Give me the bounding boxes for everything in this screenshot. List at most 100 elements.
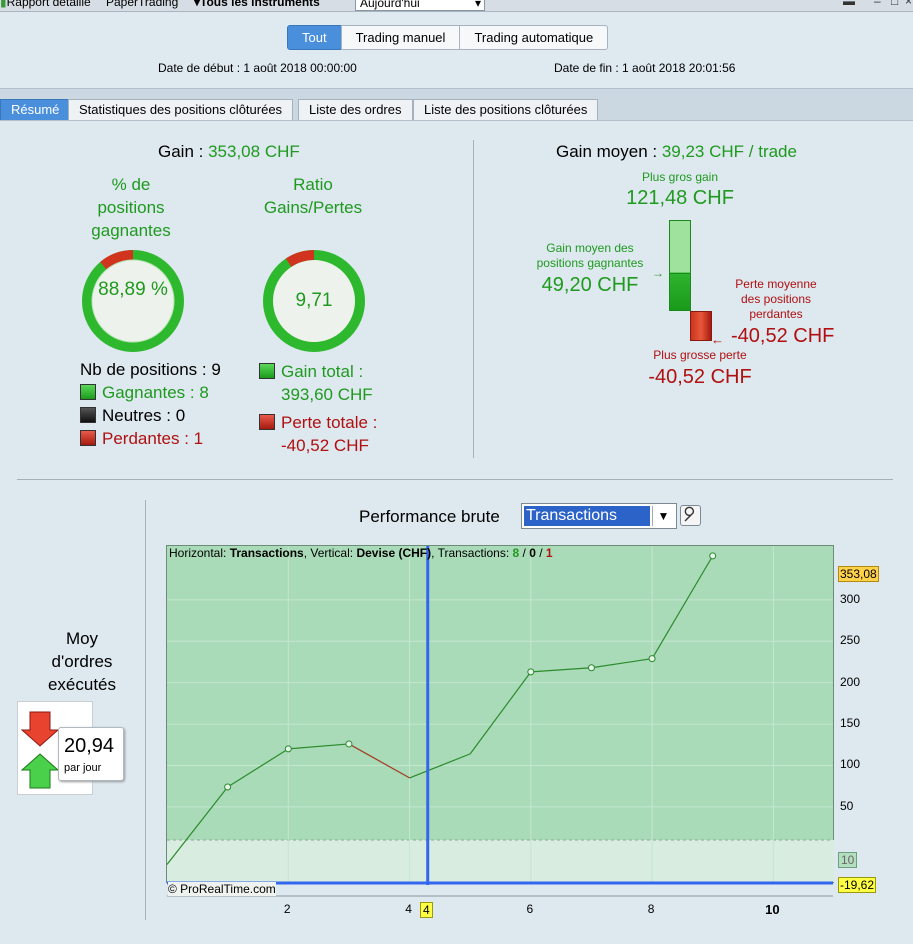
- series-segment: [288, 743, 349, 750]
- series-segment: [469, 671, 532, 755]
- orders-label: Moy d'ordres exécutés :: [47, 629, 117, 717]
- avg-loss-value: -40,52 CHF: [731, 325, 835, 347]
- report-header: Tout Trading manuel Trading automatique …: [0, 12, 913, 88]
- nb-positions: Nb de positions : 9: [80, 360, 221, 379]
- pct-value: 88,89 %: [98, 279, 168, 300]
- x-axis-band: [166, 885, 834, 897]
- win-pct-donut: [82, 250, 184, 352]
- data-point: [587, 664, 595, 672]
- y-tick-label: 100: [840, 757, 861, 772]
- total-loss: Perte totale : -40,52 CHF: [259, 411, 377, 457]
- chart-info: Horizontal: Transactions, Vertical: Devi…: [169, 546, 553, 560]
- chevron-down-icon[interactable]: ▼: [652, 506, 674, 526]
- gain-bar: [669, 220, 691, 311]
- tab-liste-positions[interactable]: Liste des positions clôturées: [413, 99, 599, 120]
- y-tick-label: 50: [840, 798, 854, 813]
- wrench-icon[interactable]: [680, 505, 701, 526]
- ratio-value: 9,71: [295, 290, 333, 311]
- neutral-row: Neutres : 0: [80, 406, 185, 426]
- arrow-left-icon: ←: [711, 332, 724, 347]
- mode-segmented-control: Tout Trading manuel Trading automatique: [287, 25, 609, 50]
- black-square-icon: [80, 407, 96, 423]
- biggest-gain-label: Plus gros gain: [641, 170, 719, 184]
- avg-win-label: Gain moyen des positions gagnantes: [536, 241, 644, 270]
- close-icon[interactable]: ×: [905, 0, 913, 8]
- losers-row: Perdantes : 1: [80, 429, 203, 449]
- performance-chart-svg[interactable]: [166, 545, 834, 897]
- tab-resume[interactable]: Résumé: [0, 99, 71, 120]
- donut-loss-segment: [100, 250, 134, 270]
- up-down-arrows-icon: [20, 711, 60, 789]
- orders-value: 20,94: [64, 735, 115, 757]
- x-tick-label: 8: [647, 902, 655, 916]
- cursor-x-label: 4: [420, 902, 433, 918]
- series-segment: [651, 555, 714, 659]
- bottom-divider: [145, 500, 146, 920]
- end-date: Date de fin : 1 août 2018 20:01:56: [554, 61, 736, 75]
- x-tick-label: 4: [405, 902, 412, 916]
- report-menu[interactable]: ▮Rapport détaillé: [0, 0, 91, 11]
- last-value-label: 353,08: [838, 566, 879, 582]
- perf-title: Performance brute: [359, 507, 500, 526]
- red-square-icon: [80, 430, 96, 446]
- biggest-gain-value: 121,48 CHF: [626, 187, 734, 209]
- gain-heading: Gain : 353,08 CHF: [158, 142, 300, 161]
- avg-loss-label: Perte moyenne des positions perdantes: [735, 277, 817, 321]
- ratio-donut: [263, 250, 365, 352]
- copyright: © ProRealTime.com: [168, 882, 276, 896]
- series-segment: [591, 658, 653, 669]
- winners-row: Gagnantes : 8: [80, 383, 209, 403]
- min-value-label: -19,62: [838, 877, 877, 893]
- gain-bar-split: [669, 273, 691, 274]
- loss-bar: [690, 311, 712, 341]
- green-square-icon: [259, 363, 275, 379]
- avg-win-value: 49,20 CHF: [541, 274, 639, 296]
- x-tick-label: 6: [526, 902, 534, 916]
- baseline-label: 10: [838, 852, 858, 868]
- pct-title: % de positions gagnantes: [91, 175, 171, 240]
- tab-liste-ordres[interactable]: Liste des ordres: [298, 99, 413, 120]
- data-point: [224, 783, 232, 791]
- minimize-icon[interactable]: –: [874, 0, 881, 8]
- arrow-right-icon: →: [652, 266, 664, 280]
- perf-mode-value: Transactions: [524, 506, 650, 526]
- y-tick-label: 200: [840, 674, 861, 689]
- orders-unit: par jour: [64, 762, 102, 774]
- horizontal-divider: [17, 479, 893, 480]
- series-segment: [348, 743, 410, 779]
- y-tick-label: 150: [840, 716, 861, 731]
- green-square-icon: [80, 384, 96, 400]
- data-point: [345, 740, 353, 748]
- tab-tout[interactable]: Tout: [287, 25, 342, 50]
- series-segment: [227, 748, 289, 788]
- tab-statistiques[interactable]: Statistiques des positions clôturées: [68, 99, 294, 120]
- biggest-loss-label: Plus grosse perte: [653, 348, 747, 362]
- section-divider: [473, 140, 474, 458]
- maximize-icon[interactable]: □: [891, 0, 899, 8]
- ratio-title: Ratio Gains/Pertes: [263, 175, 363, 217]
- chevron-down-icon: ▾: [474, 0, 481, 10]
- y-tick-label: 300: [840, 591, 861, 606]
- wrench-glyph: [684, 506, 695, 522]
- donut-loss-segment: [285, 250, 315, 267]
- printer-icon[interactable]: ▬: [843, 0, 855, 8]
- top-toolbar: ▮Rapport détaillé PaperTrading ▾Tous les…: [0, 0, 913, 12]
- data-point: [648, 655, 656, 663]
- perf-mode-select[interactable]: Transactions ▼: [521, 503, 677, 529]
- tab-trading-manuel[interactable]: Trading manuel: [340, 25, 461, 50]
- performance-chart[interactable]: Horizontal: Transactions, Vertical: Devi…: [166, 545, 834, 897]
- report-tabs: Résumé Statistiques des positions clôtur…: [0, 88, 913, 120]
- report-icon: ▮: [0, 0, 7, 9]
- tab-trading-automatique[interactable]: Trading automatique: [459, 25, 609, 50]
- series-segment: [409, 753, 471, 779]
- period-select[interactable]: Aujourd'hui ▾: [355, 0, 485, 11]
- y-tick-label: 250: [840, 633, 861, 648]
- data-point: [527, 668, 535, 676]
- data-point: [284, 745, 292, 753]
- x-tick-label: 10: [765, 902, 780, 917]
- account-selector[interactable]: PaperTrading: [106, 0, 179, 9]
- avg-gain-heading: Gain moyen : 39,23 CHF / trade: [556, 142, 797, 161]
- instruments-selector[interactable]: ▾Tous les instruments: [194, 0, 320, 11]
- series-segment: [530, 667, 592, 673]
- negative-zone: [167, 840, 834, 882]
